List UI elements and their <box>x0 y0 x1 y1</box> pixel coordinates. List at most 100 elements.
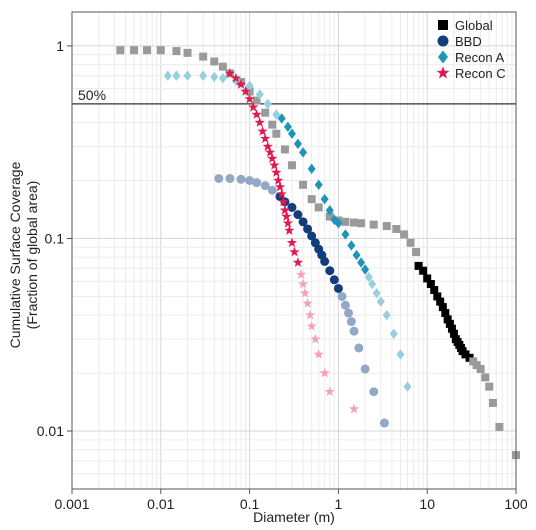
data-point <box>304 309 316 320</box>
data-point <box>414 261 423 270</box>
axes: 0.001 0.01 0.1 1 10 100 0.01 0.1 1 <box>37 38 528 512</box>
data-point <box>272 129 281 138</box>
data-point <box>319 367 330 378</box>
legend-label: Recon C <box>455 66 506 81</box>
data-point <box>307 231 317 241</box>
legend-label: Recon A <box>455 50 504 65</box>
data-point <box>303 224 313 234</box>
data-point <box>436 297 445 306</box>
data-point <box>287 202 297 212</box>
data-point <box>430 286 439 295</box>
data-point <box>412 248 421 257</box>
data-point <box>360 364 370 374</box>
data-point <box>172 70 181 81</box>
data-point <box>369 220 378 229</box>
data-point <box>320 193 329 205</box>
data-point <box>314 203 323 212</box>
data-point <box>324 386 335 397</box>
data-point <box>495 422 504 431</box>
data-point <box>281 211 292 221</box>
data-point <box>306 320 317 331</box>
x-tick-label: 100 <box>504 496 528 512</box>
grid-lines <box>71 12 517 490</box>
data-point <box>476 364 485 373</box>
data-point <box>441 309 450 318</box>
data-point <box>426 280 435 289</box>
data-point <box>183 70 192 81</box>
y-axis-title-line-1: Cumulative Surface Coverage <box>7 161 23 348</box>
data-point <box>379 418 389 428</box>
legend-marker <box>437 35 449 47</box>
data-point <box>143 46 152 55</box>
data-point <box>307 195 316 204</box>
data-point <box>293 210 303 220</box>
data-point <box>286 237 298 248</box>
data-point <box>297 278 309 289</box>
plot-frame <box>71 11 517 490</box>
data-point <box>443 315 452 324</box>
data-point <box>245 87 254 96</box>
y-axis-title-line-2: (Fraction of global area) <box>24 181 40 330</box>
data-point <box>264 146 276 157</box>
data-point <box>210 71 219 83</box>
data-point <box>406 238 415 247</box>
data-point <box>461 350 470 359</box>
data-point <box>329 275 339 285</box>
data-point <box>341 229 350 240</box>
data-point <box>299 287 311 298</box>
data-point <box>224 67 236 78</box>
data-point <box>214 173 224 183</box>
data-point <box>251 109 262 119</box>
data-point <box>273 175 284 185</box>
data-point <box>280 145 289 154</box>
legend-marker <box>438 20 448 30</box>
data-point <box>262 141 273 151</box>
data-point <box>199 52 208 61</box>
data-point <box>263 98 272 110</box>
data-point <box>423 274 432 283</box>
data-point <box>260 181 270 191</box>
data-point <box>302 298 313 308</box>
data-point <box>364 271 373 283</box>
legend-label: BBD <box>455 34 482 49</box>
data-point <box>116 46 125 55</box>
x-tick-label: 0.01 <box>147 496 174 512</box>
data-point <box>276 188 287 199</box>
data-point <box>447 324 456 333</box>
data-point <box>236 174 246 184</box>
series-bbd <box>214 173 389 428</box>
legend-label: Global <box>455 18 493 33</box>
data-point <box>267 185 277 195</box>
data-point <box>245 80 254 92</box>
data-point <box>292 257 304 267</box>
data-point <box>254 117 265 127</box>
data-point <box>314 179 323 190</box>
data-point <box>210 57 219 66</box>
data-point <box>334 218 343 229</box>
legend-marker <box>438 50 448 64</box>
x-tick-label: 0.001 <box>54 496 89 512</box>
data-point <box>341 217 350 226</box>
data-point <box>346 317 356 327</box>
data-point <box>481 373 490 382</box>
data-point <box>347 240 356 251</box>
y-tick-label: 0.1 <box>45 230 65 246</box>
data-point <box>283 121 292 133</box>
data-point <box>244 93 255 104</box>
data-point <box>252 178 262 188</box>
data-point <box>295 269 307 279</box>
series-global <box>116 46 520 460</box>
data-point <box>372 287 381 299</box>
data-point <box>289 246 300 257</box>
data-point <box>163 70 172 81</box>
data-point <box>218 72 227 84</box>
data-point <box>352 249 361 261</box>
data-point <box>392 224 401 233</box>
data-point <box>445 319 454 328</box>
data-point <box>488 398 497 407</box>
data-point <box>307 163 316 175</box>
data-point <box>325 212 334 221</box>
data-point <box>284 225 295 235</box>
data-point <box>354 343 364 353</box>
